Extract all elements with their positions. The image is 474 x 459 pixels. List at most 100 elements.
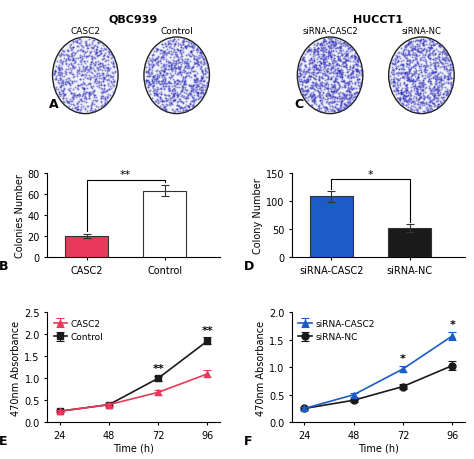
Point bbox=[96, 60, 104, 67]
Point bbox=[330, 96, 337, 103]
Point bbox=[421, 56, 429, 63]
Point bbox=[423, 94, 430, 101]
Point bbox=[301, 59, 309, 66]
Point bbox=[315, 59, 322, 66]
Point bbox=[68, 106, 76, 113]
Point bbox=[182, 44, 190, 51]
Point bbox=[108, 54, 116, 61]
Point bbox=[405, 68, 413, 76]
Point bbox=[311, 80, 319, 87]
Point bbox=[152, 60, 160, 67]
Point bbox=[334, 50, 341, 57]
Point bbox=[403, 77, 411, 84]
Point bbox=[182, 64, 189, 72]
Point bbox=[145, 79, 153, 87]
Point bbox=[193, 90, 201, 97]
Point bbox=[183, 94, 191, 101]
Point bbox=[159, 80, 166, 88]
Point bbox=[325, 49, 332, 56]
Point bbox=[445, 89, 452, 96]
Point bbox=[91, 101, 98, 109]
Point bbox=[434, 48, 441, 56]
Point bbox=[176, 96, 183, 104]
Point bbox=[146, 73, 154, 81]
Point bbox=[74, 55, 82, 62]
Point bbox=[198, 89, 205, 96]
Point bbox=[164, 92, 172, 100]
Point bbox=[90, 72, 98, 79]
Point bbox=[422, 101, 430, 108]
Point bbox=[79, 49, 86, 56]
Point bbox=[443, 66, 451, 73]
Point bbox=[75, 94, 82, 101]
Point bbox=[145, 82, 153, 89]
Point bbox=[419, 82, 427, 90]
Point bbox=[70, 56, 77, 63]
Point bbox=[179, 45, 186, 53]
Point bbox=[388, 67, 395, 74]
Point bbox=[400, 57, 407, 65]
Point bbox=[341, 56, 348, 64]
Point bbox=[312, 76, 320, 84]
Point bbox=[77, 72, 85, 79]
Point bbox=[336, 45, 343, 52]
Point bbox=[444, 56, 451, 63]
Point bbox=[76, 96, 83, 104]
Point bbox=[177, 63, 185, 71]
Point bbox=[437, 43, 445, 50]
Point bbox=[419, 95, 427, 102]
Point bbox=[190, 53, 198, 60]
Point bbox=[401, 50, 409, 57]
Point bbox=[441, 60, 448, 67]
Point bbox=[188, 87, 196, 95]
Point bbox=[410, 71, 418, 78]
Point bbox=[414, 74, 422, 81]
Point bbox=[318, 101, 326, 108]
Point bbox=[89, 56, 96, 63]
Point bbox=[161, 65, 169, 73]
Point bbox=[170, 65, 177, 72]
Point bbox=[186, 83, 194, 90]
Point bbox=[402, 102, 410, 110]
Point bbox=[93, 53, 101, 60]
Legend: CASC2, Control: CASC2, Control bbox=[52, 317, 105, 343]
Point bbox=[315, 62, 323, 69]
Point bbox=[85, 36, 92, 44]
Point bbox=[411, 84, 419, 91]
Point bbox=[344, 44, 352, 51]
Point bbox=[57, 82, 64, 89]
Point bbox=[311, 47, 319, 55]
Point bbox=[144, 69, 151, 76]
Point bbox=[430, 87, 438, 94]
Point bbox=[347, 91, 355, 99]
Point bbox=[103, 87, 111, 95]
Point bbox=[92, 80, 100, 87]
Point bbox=[404, 92, 412, 100]
Point bbox=[200, 70, 207, 77]
Point bbox=[184, 103, 191, 110]
Point bbox=[392, 65, 400, 72]
Point bbox=[389, 78, 397, 85]
Point bbox=[445, 55, 452, 62]
Point bbox=[86, 89, 93, 96]
Point bbox=[330, 59, 337, 66]
Point bbox=[427, 106, 434, 113]
Point bbox=[296, 68, 304, 76]
Point bbox=[328, 75, 335, 82]
Point bbox=[178, 53, 186, 61]
Point bbox=[394, 77, 402, 84]
Point bbox=[153, 88, 160, 95]
Point bbox=[296, 70, 303, 78]
Point bbox=[315, 94, 323, 101]
Point bbox=[166, 97, 174, 104]
Point bbox=[324, 67, 331, 75]
Point bbox=[151, 76, 158, 84]
Point bbox=[304, 48, 311, 55]
Point bbox=[407, 59, 414, 66]
Point bbox=[334, 39, 342, 47]
Point bbox=[331, 94, 339, 101]
Point bbox=[74, 86, 82, 93]
Point bbox=[173, 92, 181, 100]
Point bbox=[413, 90, 421, 98]
Point bbox=[184, 51, 192, 58]
